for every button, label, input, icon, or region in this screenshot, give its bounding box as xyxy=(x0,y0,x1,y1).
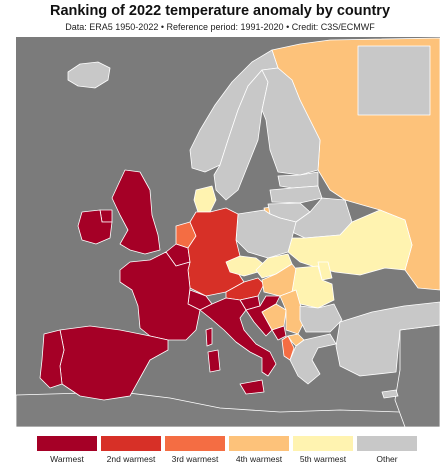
legend-swatch-2nd-warmest xyxy=(101,436,161,451)
region-greece xyxy=(289,333,337,385)
region-montenegro xyxy=(271,325,287,341)
region-germany xyxy=(187,207,245,297)
map-area xyxy=(16,37,440,427)
legend-item-2nd-warmest: 2nd warmest xyxy=(100,436,162,464)
map-legend: Warmest 2nd warmest 3rd warmest 4th warm… xyxy=(36,436,418,468)
legend-label: Warmest xyxy=(50,454,84,464)
legend-item-4th-warmest: 4th warmest xyxy=(228,436,290,464)
region-sweden xyxy=(213,69,269,201)
chart-title: Ranking of 2022 temperature anomaly by c… xyxy=(49,3,391,19)
region-portugal xyxy=(39,329,65,389)
legend-swatch-5th-warmest xyxy=(293,436,353,451)
legend-swatch-3rd-warmest xyxy=(165,436,225,451)
legend-swatch-warmest xyxy=(37,436,97,451)
chart-subtitle: Data: ERA5 1950-2022 • Reference period:… xyxy=(65,22,375,32)
europe-map xyxy=(16,37,440,427)
legend-label: 2nd warmest xyxy=(106,454,156,464)
legend-swatch-4th-warmest xyxy=(229,436,289,451)
region-france xyxy=(119,251,201,341)
region-united-kingdom xyxy=(111,169,161,255)
region-albania xyxy=(281,335,295,361)
region-italy xyxy=(199,297,277,377)
region-sicily xyxy=(239,379,265,395)
region-finland xyxy=(261,67,321,176)
legend-label: Other xyxy=(376,454,398,464)
country-regions xyxy=(39,37,440,401)
region-ukraine xyxy=(287,209,413,276)
legend-item-3rd-warmest: 3rd warmest xyxy=(164,436,226,464)
middle-east-land xyxy=(394,324,440,427)
region-corsica xyxy=(205,327,213,347)
region-cyprus xyxy=(381,389,399,399)
legend-label: 4th warmest xyxy=(235,454,283,464)
legend-item-5th-warmest: 5th warmest xyxy=(292,436,354,464)
region-bosnia xyxy=(261,303,287,331)
region-turkey xyxy=(335,301,440,377)
region-sardinia xyxy=(207,349,221,373)
region-serbia xyxy=(279,289,307,335)
region-svalbard xyxy=(357,45,431,116)
legend-item-warmest: Warmest xyxy=(36,436,98,464)
legend-label: 5th warmest xyxy=(299,454,347,464)
region-iceland xyxy=(67,61,111,89)
legend-label: 3rd warmest xyxy=(171,454,219,464)
legend-swatch-other xyxy=(357,436,417,451)
legend-item-other: Other xyxy=(356,436,418,464)
region-bulgaria xyxy=(299,303,343,333)
north-africa-land xyxy=(16,391,440,427)
region-ireland xyxy=(77,209,113,245)
region-poland xyxy=(235,209,297,259)
